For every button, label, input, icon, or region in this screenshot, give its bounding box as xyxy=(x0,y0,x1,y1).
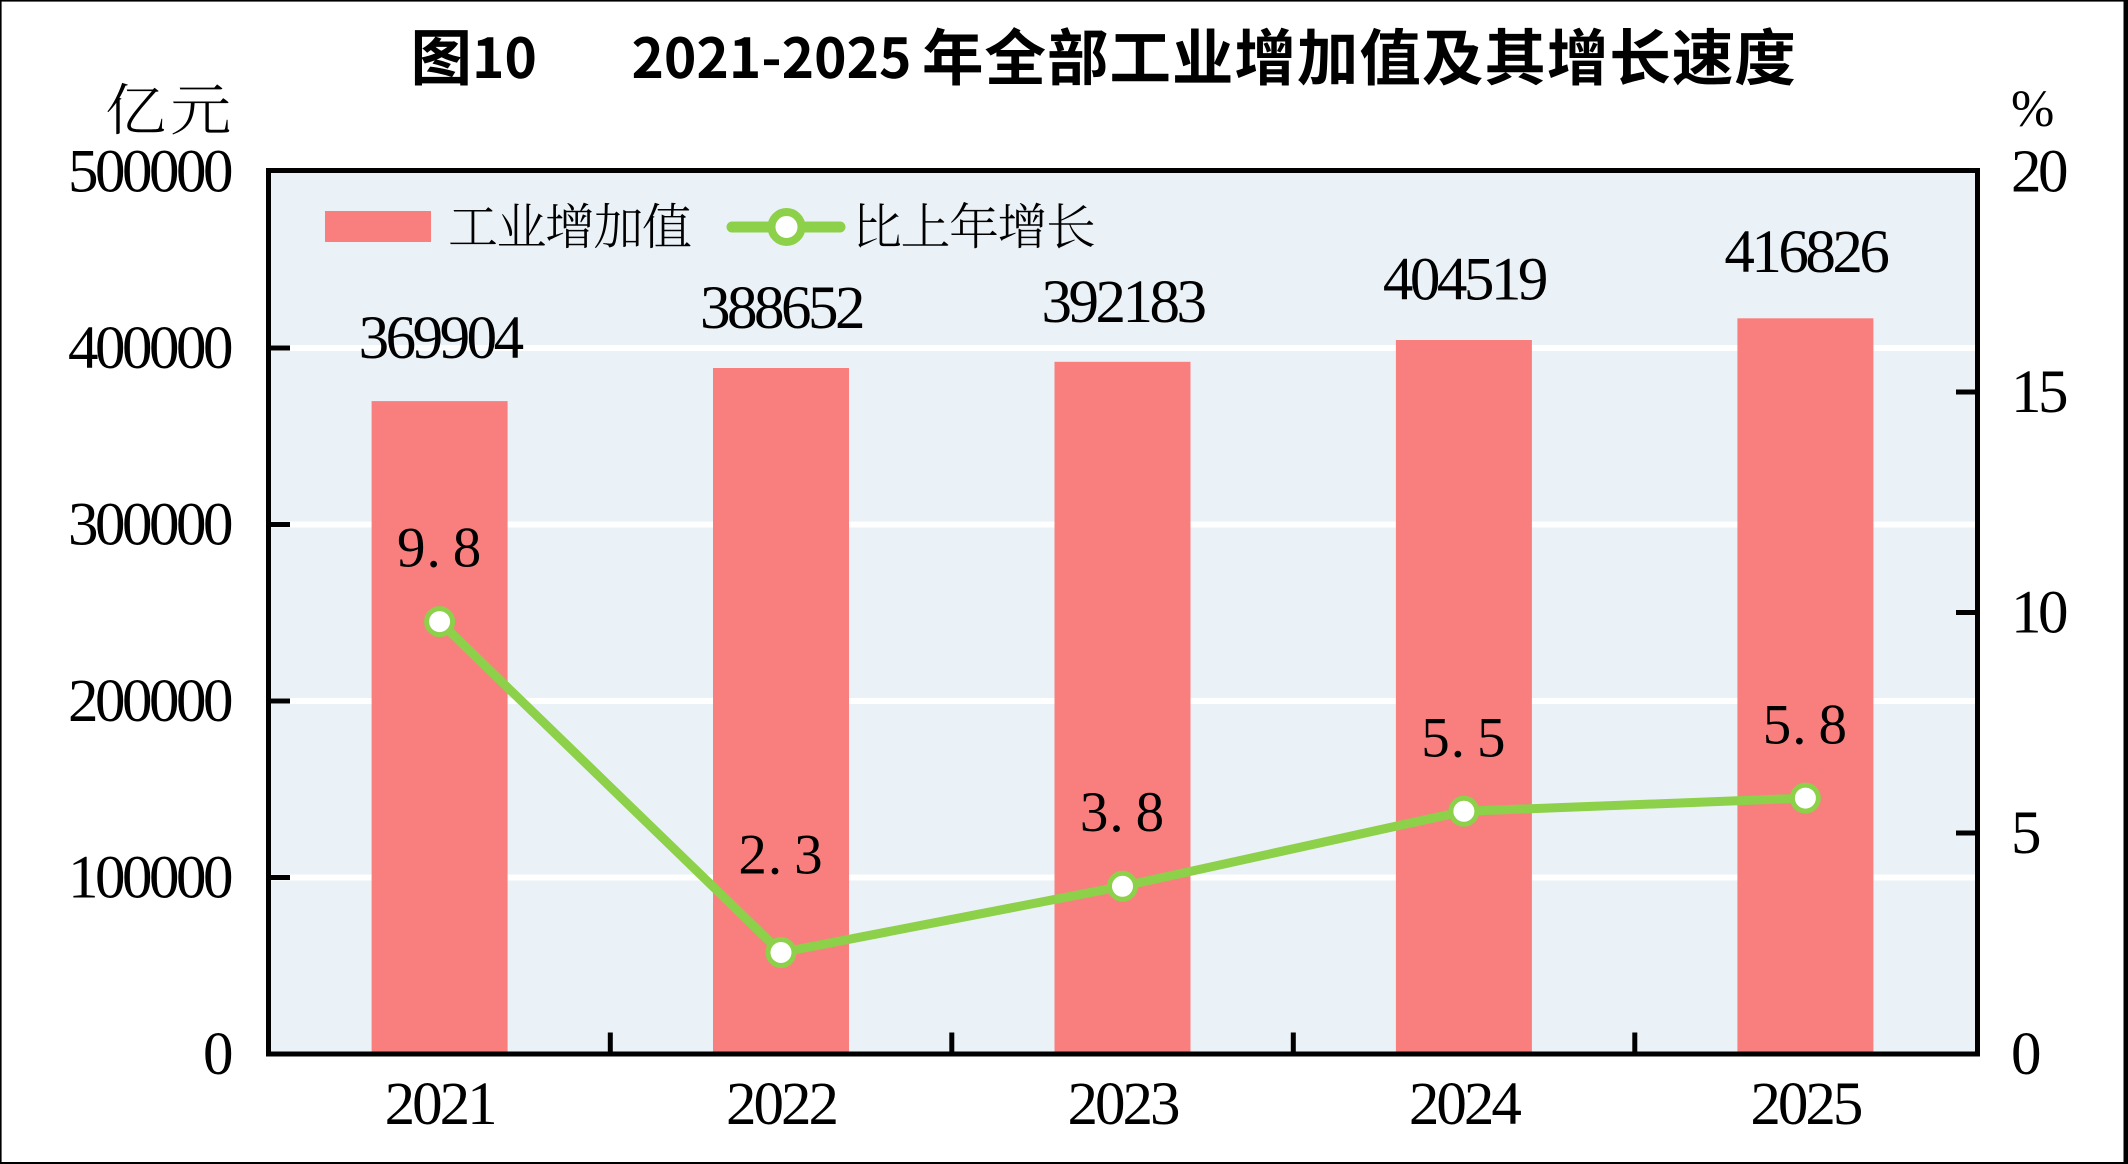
svg-text:20: 20 xyxy=(2011,139,2067,206)
svg-text:400000: 400000 xyxy=(68,315,232,382)
svg-text:2022: 2022 xyxy=(726,1071,837,1138)
svg-text:3.8: 3. 8 xyxy=(1080,781,1165,844)
svg-text:5.5: 5. 5 xyxy=(1421,706,1506,769)
svg-text:388652: 388652 xyxy=(700,275,863,342)
svg-text:5.8: 5. 8 xyxy=(1763,694,1848,757)
svg-text:404519: 404519 xyxy=(1383,247,1546,314)
svg-text:500000: 500000 xyxy=(68,139,232,206)
svg-text:9.8: 9. 8 xyxy=(397,517,482,580)
svg-text:10: 10 xyxy=(2011,580,2067,647)
svg-text:369904: 369904 xyxy=(359,305,524,372)
svg-text:2021: 2021 xyxy=(385,1071,495,1138)
svg-text:2024: 2024 xyxy=(1409,1071,1522,1138)
svg-text:2.3: 2. 3 xyxy=(738,823,823,886)
svg-text:100000: 100000 xyxy=(68,845,232,912)
svg-text:5: 5 xyxy=(2011,800,2040,867)
svg-text:2025: 2025 xyxy=(1750,1071,1862,1138)
svg-text:0: 0 xyxy=(203,1021,232,1088)
svg-text:200000: 200000 xyxy=(68,668,232,735)
svg-text:300000: 300000 xyxy=(68,492,232,559)
svg-text:%: % xyxy=(2011,81,2054,138)
svg-text:15: 15 xyxy=(2011,359,2067,426)
svg-text:416826: 416826 xyxy=(1724,219,1888,286)
svg-text:392183: 392183 xyxy=(1042,269,1206,336)
svg-text:0: 0 xyxy=(2011,1021,2040,1088)
svg-text:2023: 2023 xyxy=(1068,1071,1180,1138)
